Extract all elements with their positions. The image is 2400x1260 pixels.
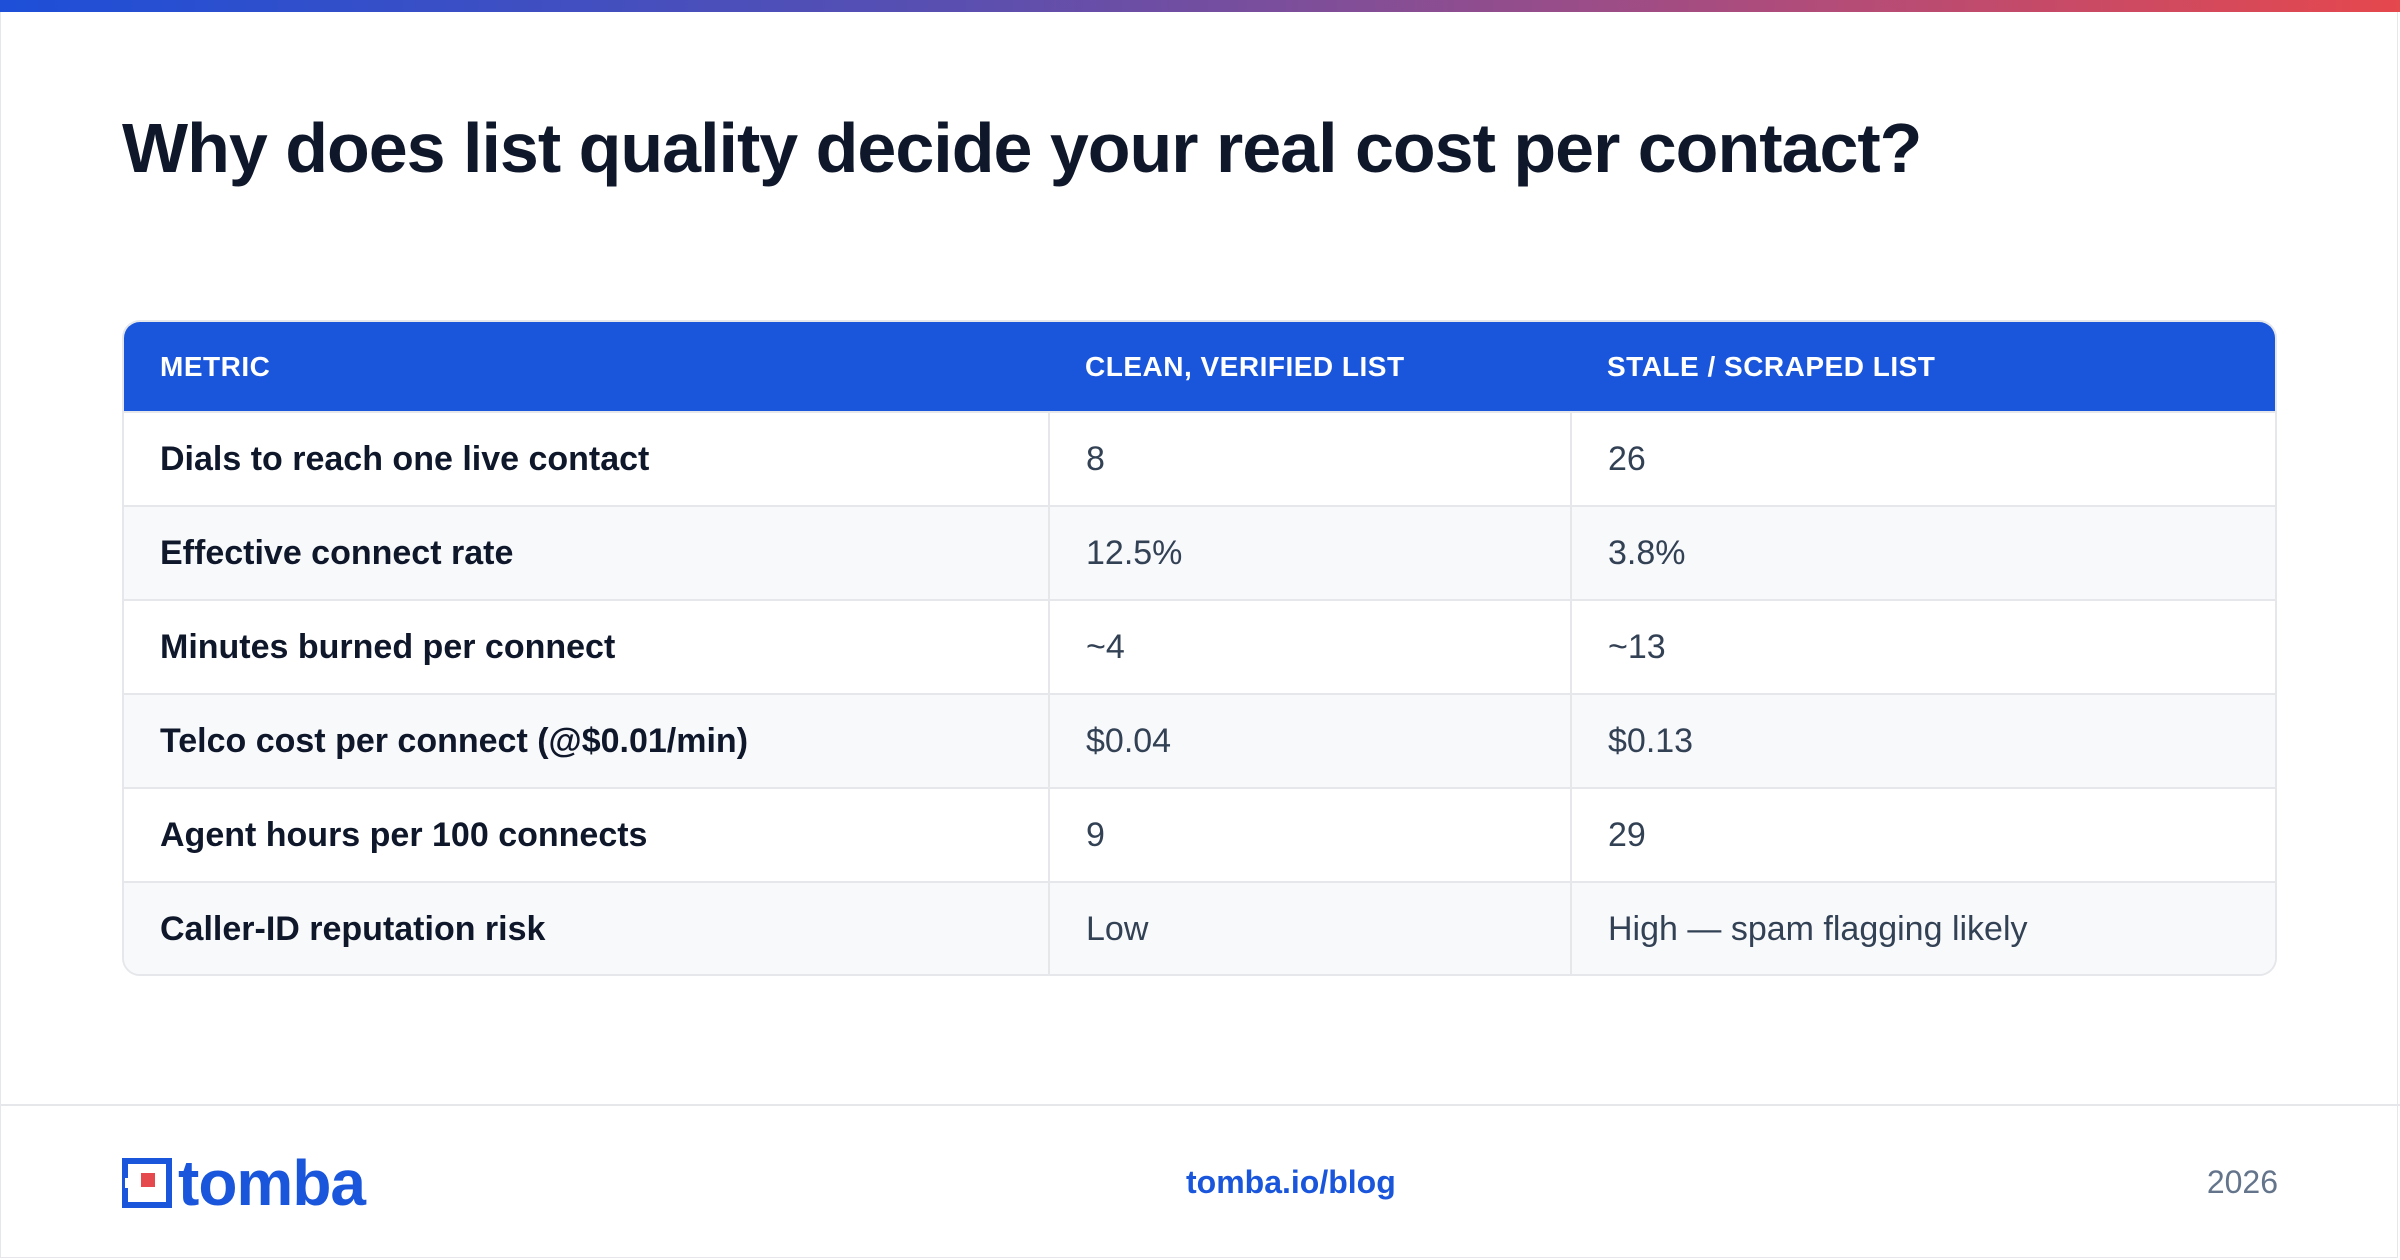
tomba-logo-icon xyxy=(122,1158,172,1208)
stale-value-cell: ~13 xyxy=(1570,599,2275,694)
clean-value-cell: Low xyxy=(1048,881,1571,974)
footer-divider xyxy=(0,1104,2400,1106)
tomba-logo[interactable]: tomba xyxy=(122,1147,366,1219)
metric-cell: Telco cost per connect (@$0.01/min) xyxy=(124,693,1049,788)
table-header-row: METRIC CLEAN, VERIFIED LIST STALE / SCRA… xyxy=(124,322,2275,412)
stale-value-cell: $0.13 xyxy=(1570,693,2275,788)
comparison-table: METRIC CLEAN, VERIFIED LIST STALE / SCRA… xyxy=(122,320,2277,976)
stale-value-cell: 29 xyxy=(1570,787,2275,882)
table-row: Telco cost per connect (@$0.01/min) $0.0… xyxy=(124,693,2275,788)
table-row: Dials to reach one live contact 8 26 xyxy=(124,411,2275,506)
blog-link[interactable]: tomba.io/blog xyxy=(1186,1164,1396,1200)
metric-cell: Minutes burned per connect xyxy=(124,599,1049,694)
footer-year: 2026 xyxy=(2206,1164,2278,1200)
clean-value-cell: 9 xyxy=(1048,787,1571,882)
clean-value-cell: $0.04 xyxy=(1048,693,1571,788)
page-title: Why does list quality decide your real c… xyxy=(122,109,1922,187)
table-row: Caller-ID reputation risk Low High — spa… xyxy=(124,881,2275,974)
column-header-stale-list: STALE / SCRAPED LIST xyxy=(1607,350,1936,382)
logo-wordmark: tomba xyxy=(178,1147,366,1219)
metric-cell: Dials to reach one live contact xyxy=(124,411,1049,506)
stale-value-cell: 26 xyxy=(1570,411,2275,506)
column-header-metric: METRIC xyxy=(160,350,271,382)
table-row: Minutes burned per connect ~4 ~13 xyxy=(124,599,2275,694)
clean-value-cell: ~4 xyxy=(1048,599,1571,694)
metric-cell: Effective connect rate xyxy=(124,505,1049,600)
metric-cell: Caller-ID reputation risk xyxy=(124,881,1049,974)
metric-cell: Agent hours per 100 connects xyxy=(124,787,1049,882)
stale-value-cell: High — spam flagging likely xyxy=(1570,881,2275,974)
top-gradient-bar xyxy=(0,0,2400,12)
table-row: Effective connect rate 12.5% 3.8% xyxy=(124,505,2275,600)
clean-value-cell: 12.5% xyxy=(1048,505,1571,600)
column-header-clean-list: CLEAN, VERIFIED LIST xyxy=(1085,350,1405,382)
clean-value-cell: 8 xyxy=(1048,411,1571,506)
table-row: Agent hours per 100 connects 9 29 xyxy=(124,787,2275,882)
stale-value-cell: 3.8% xyxy=(1570,505,2275,600)
